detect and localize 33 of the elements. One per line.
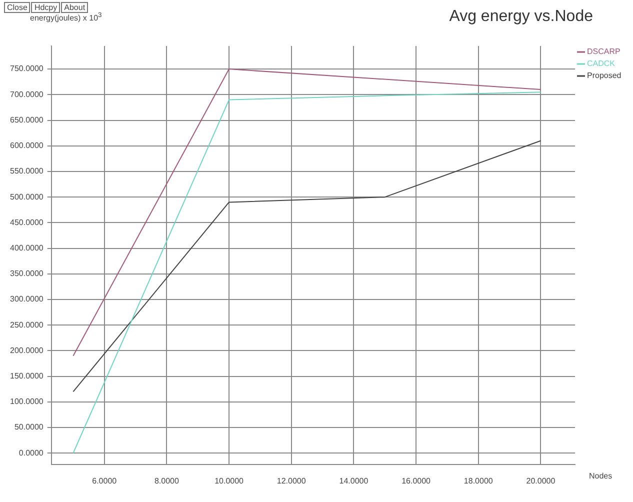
legend-label: Proposed — [587, 71, 622, 80]
x-tick-label: 8.0000 — [154, 476, 180, 486]
button: Close — [4, 2, 30, 13]
y-tick-label: 250.0000 — [10, 320, 44, 330]
button: About — [61, 2, 88, 13]
legend-label: DSCARP — [587, 47, 620, 56]
y-tick-label: 100.0000 — [10, 397, 44, 406]
y-tick-label: 600.0000 — [10, 141, 44, 150]
y-tick-label: 650.0000 — [10, 115, 44, 124]
x-tick-label: 18.0000 — [464, 476, 494, 486]
y-tick-label: 500.0000 — [10, 192, 44, 202]
x-tick-label: 20.0000 — [526, 476, 556, 486]
y-tick-label: 300.0000 — [10, 294, 44, 304]
legend-label: CADCK — [587, 59, 616, 68]
x-axis-title: Nodes — [589, 472, 612, 481]
chart-title: Avg energy vs.Node — [449, 8, 593, 26]
y-tick-label: 50.0000 — [14, 422, 44, 432]
y-tick-label: 750.0000 — [10, 64, 44, 74]
x-tick-label: 10.0000 — [214, 476, 244, 486]
y-axis-title: energy(joules) x 10$^{3}$ — [30, 12, 102, 23]
y-tick-label: 700.0000 — [10, 90, 44, 99]
x-tick-label: 16.0000 — [402, 476, 432, 486]
y-tick-label: 450.0000 — [10, 218, 44, 227]
y-tick-label: 200.0000 — [10, 346, 44, 355]
x-tick-label: 6.0000 — [92, 476, 118, 486]
x-tick-label: 12.0000 — [276, 476, 306, 486]
y-tick-label: 350.0000 — [10, 269, 44, 278]
x-tick-label: 14.0000 — [339, 476, 369, 486]
y-tick-label: 550.0000 — [10, 166, 44, 176]
y-tick-label: 400.0000 — [10, 243, 44, 252]
y-tick-label: 0.0000 — [18, 448, 44, 458]
y-tick-label: 150.0000 — [10, 372, 44, 381]
button: Hdcpy — [31, 2, 60, 13]
